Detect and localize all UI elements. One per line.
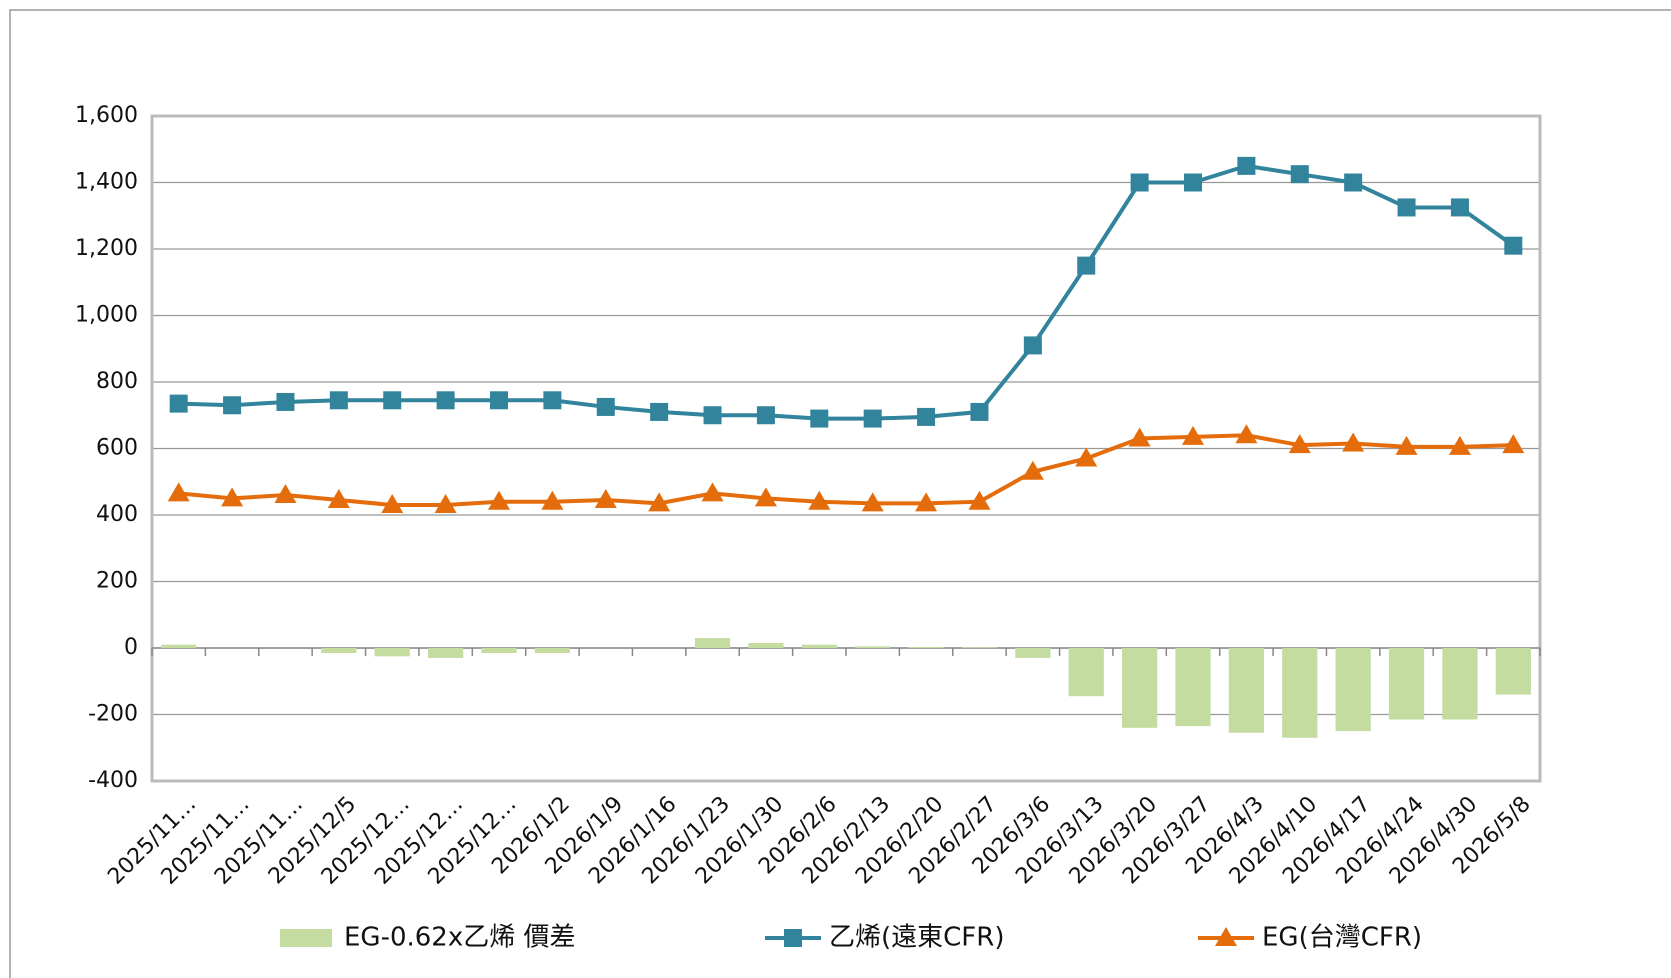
bar	[534, 648, 571, 653]
marker	[1290, 165, 1309, 184]
bar	[1228, 648, 1265, 733]
line	[178, 433, 1514, 508]
legend-label: EG-0.62x乙烯 價差	[344, 923, 576, 953]
y-tick-label: 400	[96, 502, 138, 527]
marker	[1342, 432, 1365, 452]
marker	[808, 490, 831, 510]
bar	[427, 648, 464, 658]
marker	[383, 391, 402, 410]
marker	[1235, 424, 1258, 444]
bar	[321, 648, 357, 653]
marker	[648, 492, 671, 512]
bar	[1495, 648, 1531, 695]
y-tick-label: -200	[88, 702, 138, 727]
marker	[541, 490, 564, 510]
marker	[436, 391, 455, 410]
marker	[167, 482, 190, 502]
legend-label: 乙烯(遠東CFR)	[829, 923, 1004, 953]
bar	[748, 643, 784, 648]
marker	[434, 494, 457, 514]
marker	[1395, 435, 1418, 455]
marker	[810, 409, 829, 428]
bar	[1442, 648, 1478, 720]
bar	[1388, 648, 1425, 720]
marker	[1128, 427, 1151, 447]
bar	[481, 648, 517, 653]
y-tick-label: 600	[96, 436, 138, 461]
y-tick-label: 1,400	[75, 170, 138, 195]
bar	[961, 647, 998, 648]
marker	[329, 391, 348, 410]
marker	[650, 402, 669, 421]
bar	[1335, 648, 1371, 732]
marker	[1344, 173, 1363, 192]
marker	[1288, 434, 1311, 454]
bar	[1121, 648, 1158, 728]
marker	[221, 487, 244, 507]
marker	[917, 407, 936, 426]
marker	[1504, 236, 1523, 255]
bar	[1015, 648, 1051, 658]
y-tick-label: -400	[88, 768, 138, 793]
marker	[1237, 156, 1256, 175]
marker	[915, 492, 938, 512]
marker	[1450, 198, 1469, 217]
bar	[1282, 648, 1318, 738]
marker	[861, 492, 884, 512]
marker	[701, 482, 724, 502]
marker	[1502, 434, 1525, 454]
bar	[1175, 648, 1211, 727]
marker	[490, 391, 508, 410]
bar	[801, 644, 837, 648]
marker	[274, 484, 297, 504]
marker	[1075, 447, 1098, 467]
y-tick-label: 1,000	[75, 303, 138, 328]
marker	[1448, 435, 1471, 455]
marker	[756, 406, 775, 425]
marker	[703, 406, 722, 425]
marker	[327, 489, 350, 509]
y-tick-label: 0	[124, 635, 138, 660]
marker	[169, 394, 188, 413]
legend-label: EG(台灣CFR)	[1262, 923, 1422, 953]
bar	[374, 648, 410, 657]
marker	[1077, 256, 1096, 275]
plot-border	[150, 114, 1542, 783]
marker	[276, 392, 295, 411]
marker	[223, 396, 242, 415]
marker	[1215, 927, 1237, 946]
marker	[754, 487, 777, 507]
y-tick-label: 800	[96, 369, 138, 394]
marker	[1130, 173, 1149, 192]
bar	[694, 638, 731, 648]
marker	[488, 490, 510, 510]
marker	[968, 490, 991, 510]
bar	[908, 647, 944, 648]
y-tick-label: 1,600	[75, 103, 138, 128]
marker	[1021, 460, 1044, 480]
marker	[1023, 336, 1042, 355]
y-tick-label: 200	[96, 569, 138, 594]
bar	[161, 644, 197, 648]
marker	[1182, 425, 1204, 445]
bar	[1068, 648, 1104, 697]
y-tick-label: 1,200	[75, 236, 138, 261]
bar	[855, 646, 891, 648]
marker	[596, 397, 615, 416]
marker	[381, 494, 404, 514]
marker	[784, 929, 802, 947]
marker	[1397, 198, 1416, 217]
marker	[1184, 173, 1202, 192]
marker	[543, 391, 562, 410]
marker	[594, 489, 617, 509]
marker	[970, 402, 989, 421]
legend-swatch	[280, 929, 332, 947]
marker	[863, 409, 882, 428]
